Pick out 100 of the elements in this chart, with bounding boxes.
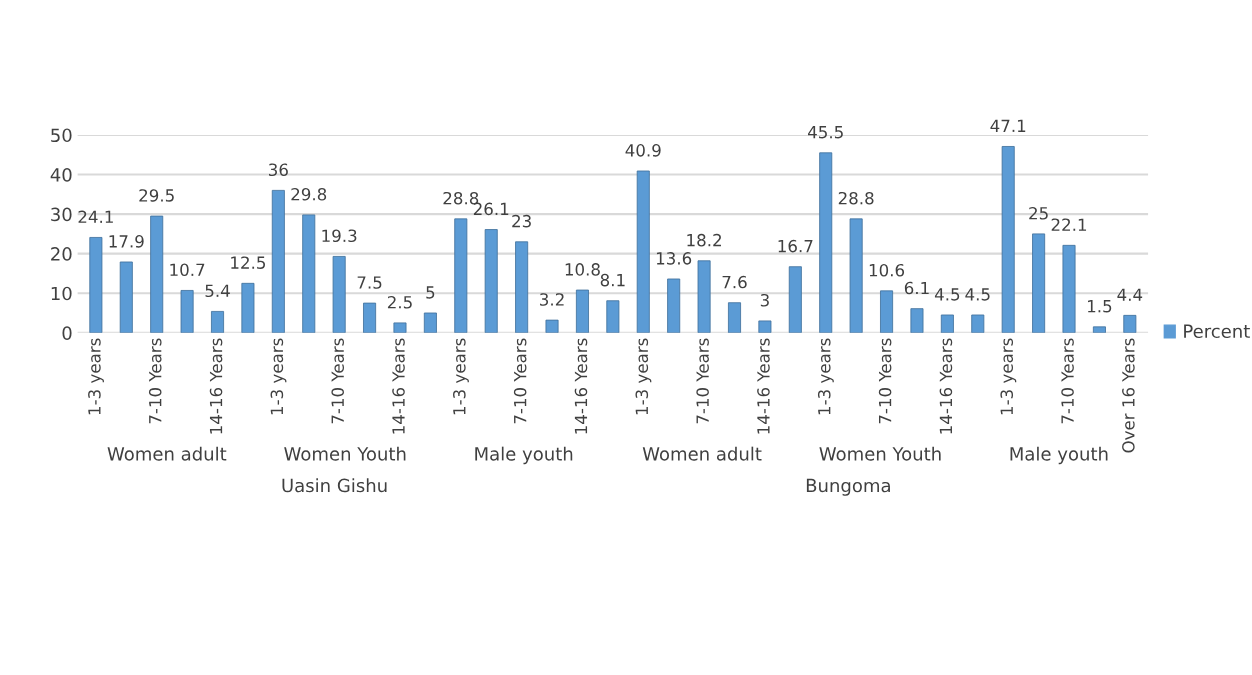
bar [484,229,498,333]
bar [910,308,924,333]
bar [697,260,711,333]
data-label: 10.8 [565,263,600,276]
bar [788,266,802,333]
bar [515,241,529,333]
text: Male youth [1010,446,1108,465]
data-label: 5.4 [205,284,230,298]
data-label: 18.2 [687,233,721,247]
data-label: 4.5 [965,288,990,301]
x-tick-label: 14-16 Years [757,338,770,434]
x-tick-label: 1-3 years [635,338,652,415]
x-tick-label: 1-3 years [817,338,834,415]
bar [211,311,225,333]
bar [1123,314,1137,333]
data-label: 23 [512,214,531,228]
text: Bungoma [806,478,890,496]
x-tick-label: 7-10 Years [331,338,344,424]
bar [180,290,194,333]
text: Women Youth [819,446,941,461]
data-label: 24.1 [78,210,113,223]
x-tick-label: 14-16 Years [574,338,588,434]
bar [150,215,164,333]
bar [940,314,954,333]
bar [1062,244,1076,333]
x-tick-label: 1-3 years [88,338,104,415]
data-label: 36 [269,163,288,177]
data-label: 5 [426,286,435,299]
x-tick-label: 14-16 Years [939,338,953,434]
data-label: 28.8 [838,191,874,205]
bar [971,314,985,333]
data-label: 47.1 [990,119,1026,132]
data-label: 10.6 [869,263,905,277]
data-label: 29.5 [139,189,174,202]
text: Women adult [642,446,762,461]
bar [575,289,589,333]
bar [89,237,103,333]
data-label: 3 [760,293,769,307]
x-tick-label: 14-16 Years [392,338,405,434]
data-label: 40.9 [625,144,661,157]
data-label: 6.1 [904,281,929,295]
data-label: 4.4 [1117,288,1143,301]
bar [332,256,346,333]
data-label: 13.6 [656,252,692,265]
bar [454,218,468,333]
data-label: 3.2 [540,293,564,306]
data-label: 12.5 [231,256,266,269]
bar [423,312,437,333]
x-tick-label: 7-10 Years [696,338,709,424]
data-label: 25 [1029,206,1048,220]
x-tick-label: 7-10 Years [1061,338,1074,424]
bar [119,261,133,333]
bar [880,290,894,333]
x-tick-label: 7-10 Years [878,338,892,424]
y-tick-label: 0 [62,326,72,340]
bar [241,282,255,333]
bar [606,300,620,333]
bar [271,189,285,333]
y-tick-label: 40 [50,168,72,182]
legend-label: Percent [1184,324,1250,339]
x-tick-label: 14-16 Years [209,338,223,434]
data-label: 16.7 [778,239,813,253]
bar [1092,326,1106,333]
bar [849,218,863,333]
y-tick-label: 30 [51,207,72,222]
data-label: 2.5 [387,295,412,309]
x-tick-label: Over 16 Years [1122,338,1135,453]
bar [819,152,833,333]
bar [636,170,650,333]
bar [363,302,377,333]
x-tick-label: 1-3 years [453,338,469,415]
y-tick-label: 20 [51,247,72,261]
y-tick-label: 50 [51,128,72,143]
data-label: 1.5 [1088,300,1112,313]
x-tick-label: 1-3 years [270,338,287,415]
bar [302,214,316,333]
bar [1001,146,1015,333]
text: Uasin Gishu [282,478,387,493]
data-label: 17.9 [109,235,144,248]
data-label: 29.8 [291,187,327,201]
x-tick-label: 7-10 Years [513,338,527,424]
text: Male youth [475,446,573,465]
data-label: 22.1 [1051,218,1087,231]
bar [667,278,681,333]
data-label: 4.5 [934,288,960,301]
x-tick-label: 7-10 Years [148,338,162,424]
data-label: 7.6 [722,275,747,289]
data-label: 45.5 [807,126,843,139]
bar [1032,233,1046,333]
bar [393,322,407,333]
data-label: 10.7 [170,263,205,277]
text: Women Youth [284,446,406,461]
bar [545,319,559,333]
data-label: 8.1 [600,273,625,287]
text: Women adult [107,446,227,461]
y-tick-label: 10 [51,286,72,301]
data-label: 7.5 [357,276,382,289]
bar [728,302,741,333]
bar [758,320,772,333]
x-tick-label: 1-3 years [1000,338,1017,415]
